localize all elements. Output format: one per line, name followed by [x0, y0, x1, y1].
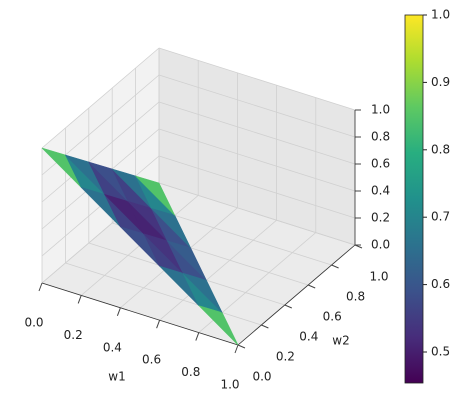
y-tick-label: 0.8 [346, 290, 365, 304]
y-tick-mark [331, 264, 339, 269]
x-axis-label: w1 [108, 370, 125, 384]
colorbar-tick-label: 0.9 [431, 75, 450, 89]
y-tick-mark [261, 324, 269, 329]
colorbar-tick-label: 0.5 [431, 344, 450, 358]
surface-facet [135, 175, 176, 216]
x-tick-label: 0.0 [24, 316, 43, 330]
surface-facet [151, 208, 191, 249]
y-tick-label: 0.6 [323, 310, 342, 324]
z-tick-label: 0.6 [371, 157, 390, 171]
x-tick-label: 0.2 [64, 328, 83, 342]
x-tick-mark [156, 320, 161, 329]
x-tick-mark [38, 282, 43, 292]
colorbar-tick-label: 0.7 [431, 210, 450, 224]
z-grid-line [158, 182, 356, 246]
surface-facet [198, 305, 239, 346]
z-grid-line [158, 101, 356, 165]
colorbar-tick-label: 0.8 [431, 142, 450, 156]
y-tick-mark [284, 304, 292, 309]
z-grid-line [158, 47, 356, 111]
x-grid-line [159, 219, 277, 321]
z-tick-label: 1.0 [371, 103, 390, 117]
x-tick-label: 0.8 [181, 365, 200, 379]
y-tick-label: 0.2 [276, 350, 295, 364]
surface [41, 147, 239, 346]
y-tick-label: 0.4 [299, 330, 318, 344]
x-tick-mark [116, 307, 121, 316]
x-tick-label: 0.4 [103, 340, 122, 354]
y-grid-line [65, 262, 262, 326]
colorbar-tick-label: 0.6 [431, 277, 450, 291]
x-tick-mark [77, 295, 82, 304]
surface-facet [166, 240, 207, 281]
colorbar-tick-label: 1.0 [431, 8, 450, 22]
z-grid-line [41, 101, 160, 203]
scene [38, 47, 363, 354]
z-grid-line [41, 47, 160, 149]
y-axis-label: w2 [332, 334, 349, 348]
y-tick-label: 1.0 [369, 270, 388, 284]
z-tick-label: 0.8 [371, 130, 390, 144]
back-wall-panel [159, 48, 355, 245]
axis-line [237, 244, 356, 346]
y-tick-mark [237, 344, 246, 349]
z-tick-label: 0.2 [371, 211, 390, 225]
z-tick-label: 0.0 [371, 238, 390, 252]
z-grid-line [158, 155, 356, 219]
z-grid-line [158, 74, 356, 138]
axis-line [41, 282, 239, 346]
colorbar [404, 14, 424, 384]
x-tick-mark [195, 332, 200, 341]
x-tick-label: 0.6 [142, 353, 161, 367]
z-grid-line [158, 128, 356, 192]
x-tick-label: 1.0 [220, 378, 239, 392]
y-tick-label: 0.0 [252, 370, 271, 384]
z-tick-label: 0.4 [371, 184, 390, 198]
y-tick-mark [308, 284, 316, 289]
x-tick-mark [234, 344, 239, 354]
surface-facet [182, 272, 223, 313]
